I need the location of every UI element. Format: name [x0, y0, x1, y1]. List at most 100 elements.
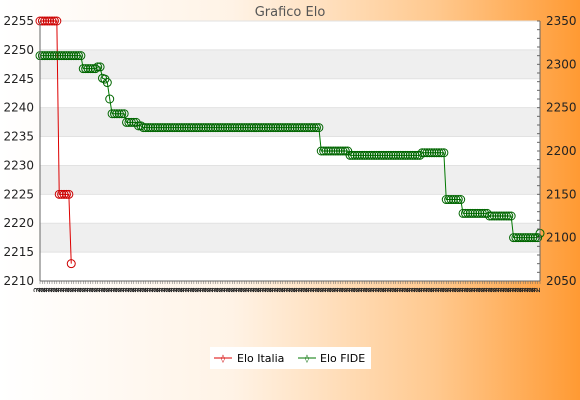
- y-axis-left: 2210 2215 2220 2225 2230 2235 2240 2245 2250 2255: [3, 14, 34, 288]
- elo-fide-point: [102, 78, 112, 88]
- x-tick-label: 2: [444, 287, 454, 293]
- elo-fide-point: [513, 233, 523, 243]
- elo-fide-point: [66, 51, 76, 61]
- x-tick-label: 2: [69, 287, 79, 293]
- elo-fide-point: [420, 148, 430, 158]
- x-tick-label: 2: [182, 287, 192, 293]
- x-tick-label: 2: [511, 287, 521, 293]
- legend-fide-marker: ◊: [305, 354, 309, 363]
- elo-fide-point: [379, 150, 389, 160]
- x-tick-label: 2: [519, 287, 529, 293]
- elo-fide-point: [117, 109, 127, 119]
- elo-fide-point: [71, 51, 81, 61]
- elo-fide-point: [114, 109, 124, 119]
- elo-fide-point: [374, 150, 384, 160]
- x-tick-label: 2: [475, 287, 485, 293]
- elo-fide-point: [263, 123, 273, 133]
- elo-fide-point: [499, 211, 509, 221]
- elo-fide-point: [239, 123, 249, 133]
- elo-fide-point: [439, 148, 449, 158]
- elo-fide-point: [124, 117, 134, 127]
- elo-fide-point: [69, 51, 79, 61]
- elo-fide-point: [177, 123, 187, 133]
- x-tick-label: 2: [199, 287, 209, 293]
- elo-fide-point: [456, 195, 466, 205]
- y-left-tick-label: 2235: [3, 130, 34, 144]
- x-tick-label: 2: [81, 287, 91, 293]
- elo-fide-point: [280, 123, 290, 133]
- elo-fide-point: [179, 123, 189, 133]
- y-axis-right: 2050 2100 2150 2200 2250 2300 2350: [546, 14, 577, 288]
- x-tick-label: 2: [495, 287, 505, 293]
- elo-fide-point: [309, 123, 319, 133]
- x-tick-label: 2: [127, 287, 137, 293]
- elo-fide-point: [107, 109, 117, 119]
- elo-fide-point: [254, 123, 264, 133]
- y-left-tick-label: 2240: [3, 101, 34, 115]
- elo-fide-point: [487, 211, 497, 221]
- x-tick-label: 2: [144, 287, 154, 293]
- x-tick-label: 2: [321, 287, 331, 293]
- elo-italia-point: [49, 16, 59, 26]
- elo-fide-point: [516, 233, 526, 243]
- elo-fide-point: [441, 195, 451, 205]
- x-tick-label: 2: [57, 287, 67, 293]
- x-tick-label: 2: [324, 287, 334, 293]
- x-tick-label: 2: [432, 287, 442, 293]
- x-tick-label: 2: [466, 287, 476, 293]
- elo-fide-point: [90, 64, 100, 74]
- elo-fide-point: [259, 123, 269, 133]
- grid-bands: [40, 49, 540, 253]
- elo-fide-point: [521, 233, 531, 243]
- x-tick-label: 2: [439, 287, 449, 293]
- x-tick-label: 2: [302, 287, 312, 293]
- x-tick-label: 2: [362, 287, 372, 293]
- elo-fide-point: [235, 123, 245, 133]
- x-axis-ticks: 2222222222222222222222222222222222222222…: [33, 281, 543, 293]
- elo-fide-point: [473, 208, 482, 218]
- elo-fide-point: [369, 150, 379, 160]
- elo-fide-point: [345, 150, 355, 160]
- elo-fide-point: [141, 123, 151, 133]
- elo-fide-point: [232, 123, 242, 133]
- x-tick-label: 2: [170, 287, 180, 293]
- x-tick-label: 2: [151, 287, 161, 293]
- elo-fide-point: [225, 123, 235, 133]
- elo-fide-point: [364, 150, 374, 160]
- elo-fide-point: [429, 148, 439, 158]
- elo-fide-point: [215, 123, 225, 133]
- x-tick-label: 2: [353, 287, 363, 293]
- elo-italia-point: [66, 259, 76, 269]
- x-tick-label: 2: [278, 287, 288, 293]
- x-tick-label: 2: [103, 287, 113, 293]
- elo-fide-point: [307, 123, 317, 133]
- elo-fide-point: [203, 123, 213, 133]
- elo-italia-point: [64, 189, 74, 199]
- elo-fide-point: [153, 123, 163, 133]
- x-tick-label: 2: [273, 287, 283, 293]
- elo-fide-point: [328, 146, 338, 156]
- elo-fide-point: [256, 123, 266, 133]
- elo-fide-point: [273, 123, 283, 133]
- x-tick-label: 2: [480, 287, 490, 293]
- elo-fide-point: [400, 150, 410, 160]
- elo-fide-point: [509, 233, 519, 243]
- elo-fide-point: [122, 117, 132, 127]
- elo-fide-point: [348, 150, 357, 160]
- x-tick-label: 2: [372, 287, 382, 293]
- x-tick-label: 2: [208, 287, 218, 293]
- elo-fide-point: [297, 123, 307, 133]
- elo-fide-point: [112, 109, 122, 119]
- x-tick-label: 2: [329, 287, 339, 293]
- elo-fide-point: [468, 208, 478, 218]
- elo-fide-point: [448, 195, 458, 205]
- x-tick-label: 2: [396, 287, 406, 293]
- x-tick-label: 2: [307, 287, 317, 293]
- elo-fide-point: [73, 51, 83, 61]
- x-tick-label: 2: [333, 287, 343, 293]
- elo-fide-point: [201, 123, 211, 133]
- y-right-tick-label: 2100: [546, 231, 577, 245]
- x-tick-label: 2: [468, 287, 478, 293]
- x-tick-label: 2: [514, 287, 524, 293]
- x-tick-label: 2: [317, 287, 327, 293]
